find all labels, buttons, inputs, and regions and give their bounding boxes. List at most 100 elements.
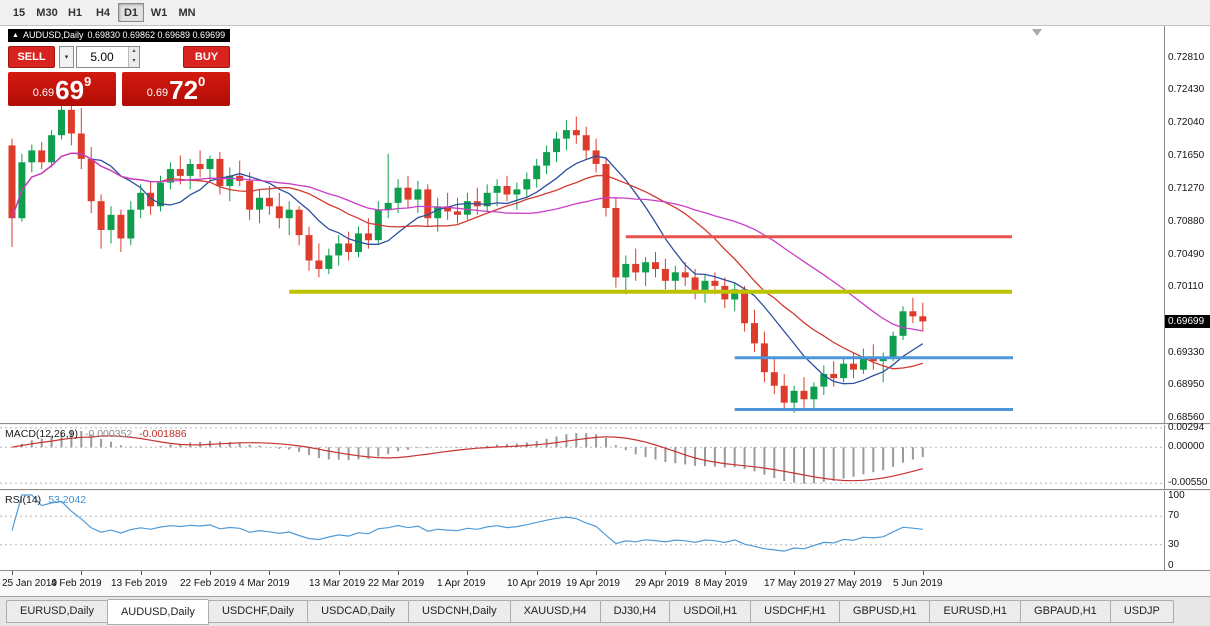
timeframe-button-d1[interactable]: D1 <box>118 3 144 22</box>
date-tick <box>725 571 726 575</box>
macd-panel: 0.00294 0.00000 -0.00550 MACD(12,26,9) -0.… <box>0 422 1210 490</box>
sell-price-prefix: 0.69 <box>32 87 55 99</box>
tab-usdcad-daily[interactable]: USDCAD,Daily <box>307 600 410 623</box>
tab-eurusd-daily[interactable]: EURUSD,Daily <box>6 600 108 623</box>
rsi-scale[interactable]: 100 70 30 0 <box>1164 490 1210 571</box>
tab-usdchf-daily[interactable]: USDCHF,Daily <box>207 600 309 623</box>
price-scale-label: 0.70880 <box>1168 215 1205 227</box>
rsi-value: 53.2042 <box>48 494 87 506</box>
rsi-svg <box>0 494 1164 552</box>
candlestick-chart[interactable] <box>0 26 1164 423</box>
timeframe-button-mn[interactable]: MN <box>178 7 196 19</box>
date-tick <box>398 571 399 575</box>
rsi-scale-label: 70 <box>1168 510 1180 522</box>
spin-up-icon[interactable]: ▴ <box>132 48 136 54</box>
date-tick <box>596 571 597 575</box>
rsi-panel: 100 70 30 0 RSI(14) 53.2042 <box>0 490 1210 571</box>
sell-price-pip: 9 <box>84 74 92 89</box>
date-label: 27 May 2019 <box>824 578 882 589</box>
rsi-scale-label: 100 <box>1168 490 1185 501</box>
macd-scale-label: -0.00550 <box>1168 477 1208 489</box>
timeframe-toolbar: 15 M30 H1 H4 D1 W1 MN <box>0 0 1210 26</box>
date-tick <box>12 571 13 575</box>
macd-scale[interactable]: 0.00294 0.00000 -0.00550 <box>1164 422 1210 489</box>
chart-symbol-label: AUDUSD,Daily <box>22 30 84 40</box>
rsi-label: RSI(14) <box>5 494 42 506</box>
rsi-header: RSI(14) 53.2042 <box>5 494 86 506</box>
price-scale-label: 0.68560 <box>1168 411 1205 423</box>
date-tick <box>923 571 924 575</box>
date-tick <box>81 571 82 575</box>
price-scale[interactable]: 0.72810 0.72430 0.72040 0.71650 0.71270 0.708… <box>1164 26 1210 423</box>
price-scale-label: 0.72430 <box>1168 84 1205 96</box>
tab-usdjp[interactable]: USDJP <box>1109 600 1174 623</box>
rsi-indicator-plot[interactable] <box>0 491 1164 570</box>
date-label: 4 Mar 2019 <box>239 578 290 589</box>
trade-controls-row: SELL ▾ ▴ ▾ BUY <box>8 46 230 68</box>
buy-price-pip: 0 <box>198 74 206 89</box>
date-label: 19 Apr 2019 <box>566 578 620 589</box>
price-scale-label: 0.68950 <box>1168 378 1205 390</box>
date-label: 17 May 2019 <box>764 578 822 589</box>
date-tick <box>854 571 855 575</box>
buy-button[interactable]: BUY <box>183 46 230 68</box>
date-tick <box>794 571 795 575</box>
volume-field: ▴ ▾ <box>76 46 140 68</box>
tab-audusd-daily[interactable]: AUDUSD,Daily <box>106 598 209 625</box>
date-label: 25 Jan 2019 <box>2 578 58 589</box>
timeframe-button-15[interactable]: 15 <box>12 7 26 19</box>
volume-spinner: ▴ ▾ <box>128 47 139 67</box>
buy-price-tile[interactable]: 0.69 72 0 <box>122 72 230 106</box>
volume-input[interactable] <box>76 46 140 68</box>
tab-gbpaud-h1[interactable]: GBPAUD,H1 <box>1020 600 1111 623</box>
timeframe-button-h4[interactable]: H4 <box>95 7 111 19</box>
tab-eurusd-h1[interactable]: EURUSD,H1 <box>929 600 1022 623</box>
main-chart-panel: 0.72810 0.72430 0.72040 0.71650 0.71270 0.708… <box>0 26 1210 424</box>
date-tick <box>665 571 666 575</box>
rsi-scale-label: 0 <box>1168 560 1174 571</box>
date-label: 4 Feb 2019 <box>51 578 102 589</box>
collapse-panel-icon[interactable]: ▲ <box>12 32 19 39</box>
date-label: 10 Apr 2019 <box>507 578 561 589</box>
timeframe-button-h1[interactable]: H1 <box>67 7 83 19</box>
tab-usdchf-h1[interactable]: USDCHF,H1 <box>750 600 840 623</box>
chart-shift-marker-icon <box>1032 29 1042 36</box>
price-scale-label: 0.70110 <box>1168 280 1204 292</box>
price-scale-label: 0.71650 <box>1168 150 1205 162</box>
sell-price-tile[interactable]: 0.69 69 9 <box>8 72 116 106</box>
chart-title-bar[interactable]: ▲ AUDUSD,Daily 0.69830 0.69862 0.69689 0… <box>8 29 230 42</box>
date-label: 1 Apr 2019 <box>437 578 486 589</box>
current-price-badge: 0.69699 <box>1165 314 1210 328</box>
price-scale-label: 0.71270 <box>1168 182 1205 194</box>
macd-indicator-plot[interactable] <box>0 425 1164 489</box>
date-label: 29 Apr 2019 <box>635 578 689 589</box>
macd-signal-value: -0.001886 <box>139 428 187 440</box>
date-label: 8 May 2019 <box>695 578 748 589</box>
one-click-trading-panel: ▲ AUDUSD,Daily 0.69830 0.69862 0.69689 0… <box>8 29 230 106</box>
date-tick <box>467 571 468 575</box>
tab-dj30-h4[interactable]: DJ30,H4 <box>599 600 671 623</box>
macd-main-value: -0.000352 <box>84 428 133 440</box>
date-tick <box>339 571 340 575</box>
macd-label: MACD(12,26,9) <box>5 428 78 440</box>
sell-button[interactable]: SELL <box>8 46 55 68</box>
tab-usdoil-h1[interactable]: USDOil,H1 <box>669 600 752 623</box>
buy-price-big: 72 <box>169 75 199 105</box>
date-tick <box>141 571 142 575</box>
tab-usdcnh-daily[interactable]: USDCNH,Daily <box>408 600 511 623</box>
date-tick <box>269 571 270 575</box>
price-scale-label: 0.70490 <box>1168 248 1205 260</box>
timeframe-button-w1[interactable]: W1 <box>150 7 168 19</box>
tab-xauusd-h4[interactable]: XAUUSD,H4 <box>509 600 601 623</box>
date-axis[interactable]: 25 Jan 2019 4 Feb 2019 13 Feb 2019 22 Feb 2… <box>0 571 1210 596</box>
date-label: 13 Feb 2019 <box>111 578 168 589</box>
volume-preset-dropdown[interactable]: ▾ <box>59 46 74 68</box>
date-label: 13 Mar 2019 <box>309 578 366 589</box>
timeframe-button-m30[interactable]: M30 <box>36 7 58 19</box>
sell-price-big: 69 <box>55 75 85 105</box>
macd-svg <box>0 427 1164 484</box>
chart-ohlc-values: 0.69830 0.69862 0.69689 0.69699 <box>87 30 226 40</box>
price-scale-label: 0.72040 <box>1168 117 1205 129</box>
spin-down-icon[interactable]: ▾ <box>132 58 136 64</box>
tab-gbpusd-h1[interactable]: GBPUSD,H1 <box>838 600 931 623</box>
